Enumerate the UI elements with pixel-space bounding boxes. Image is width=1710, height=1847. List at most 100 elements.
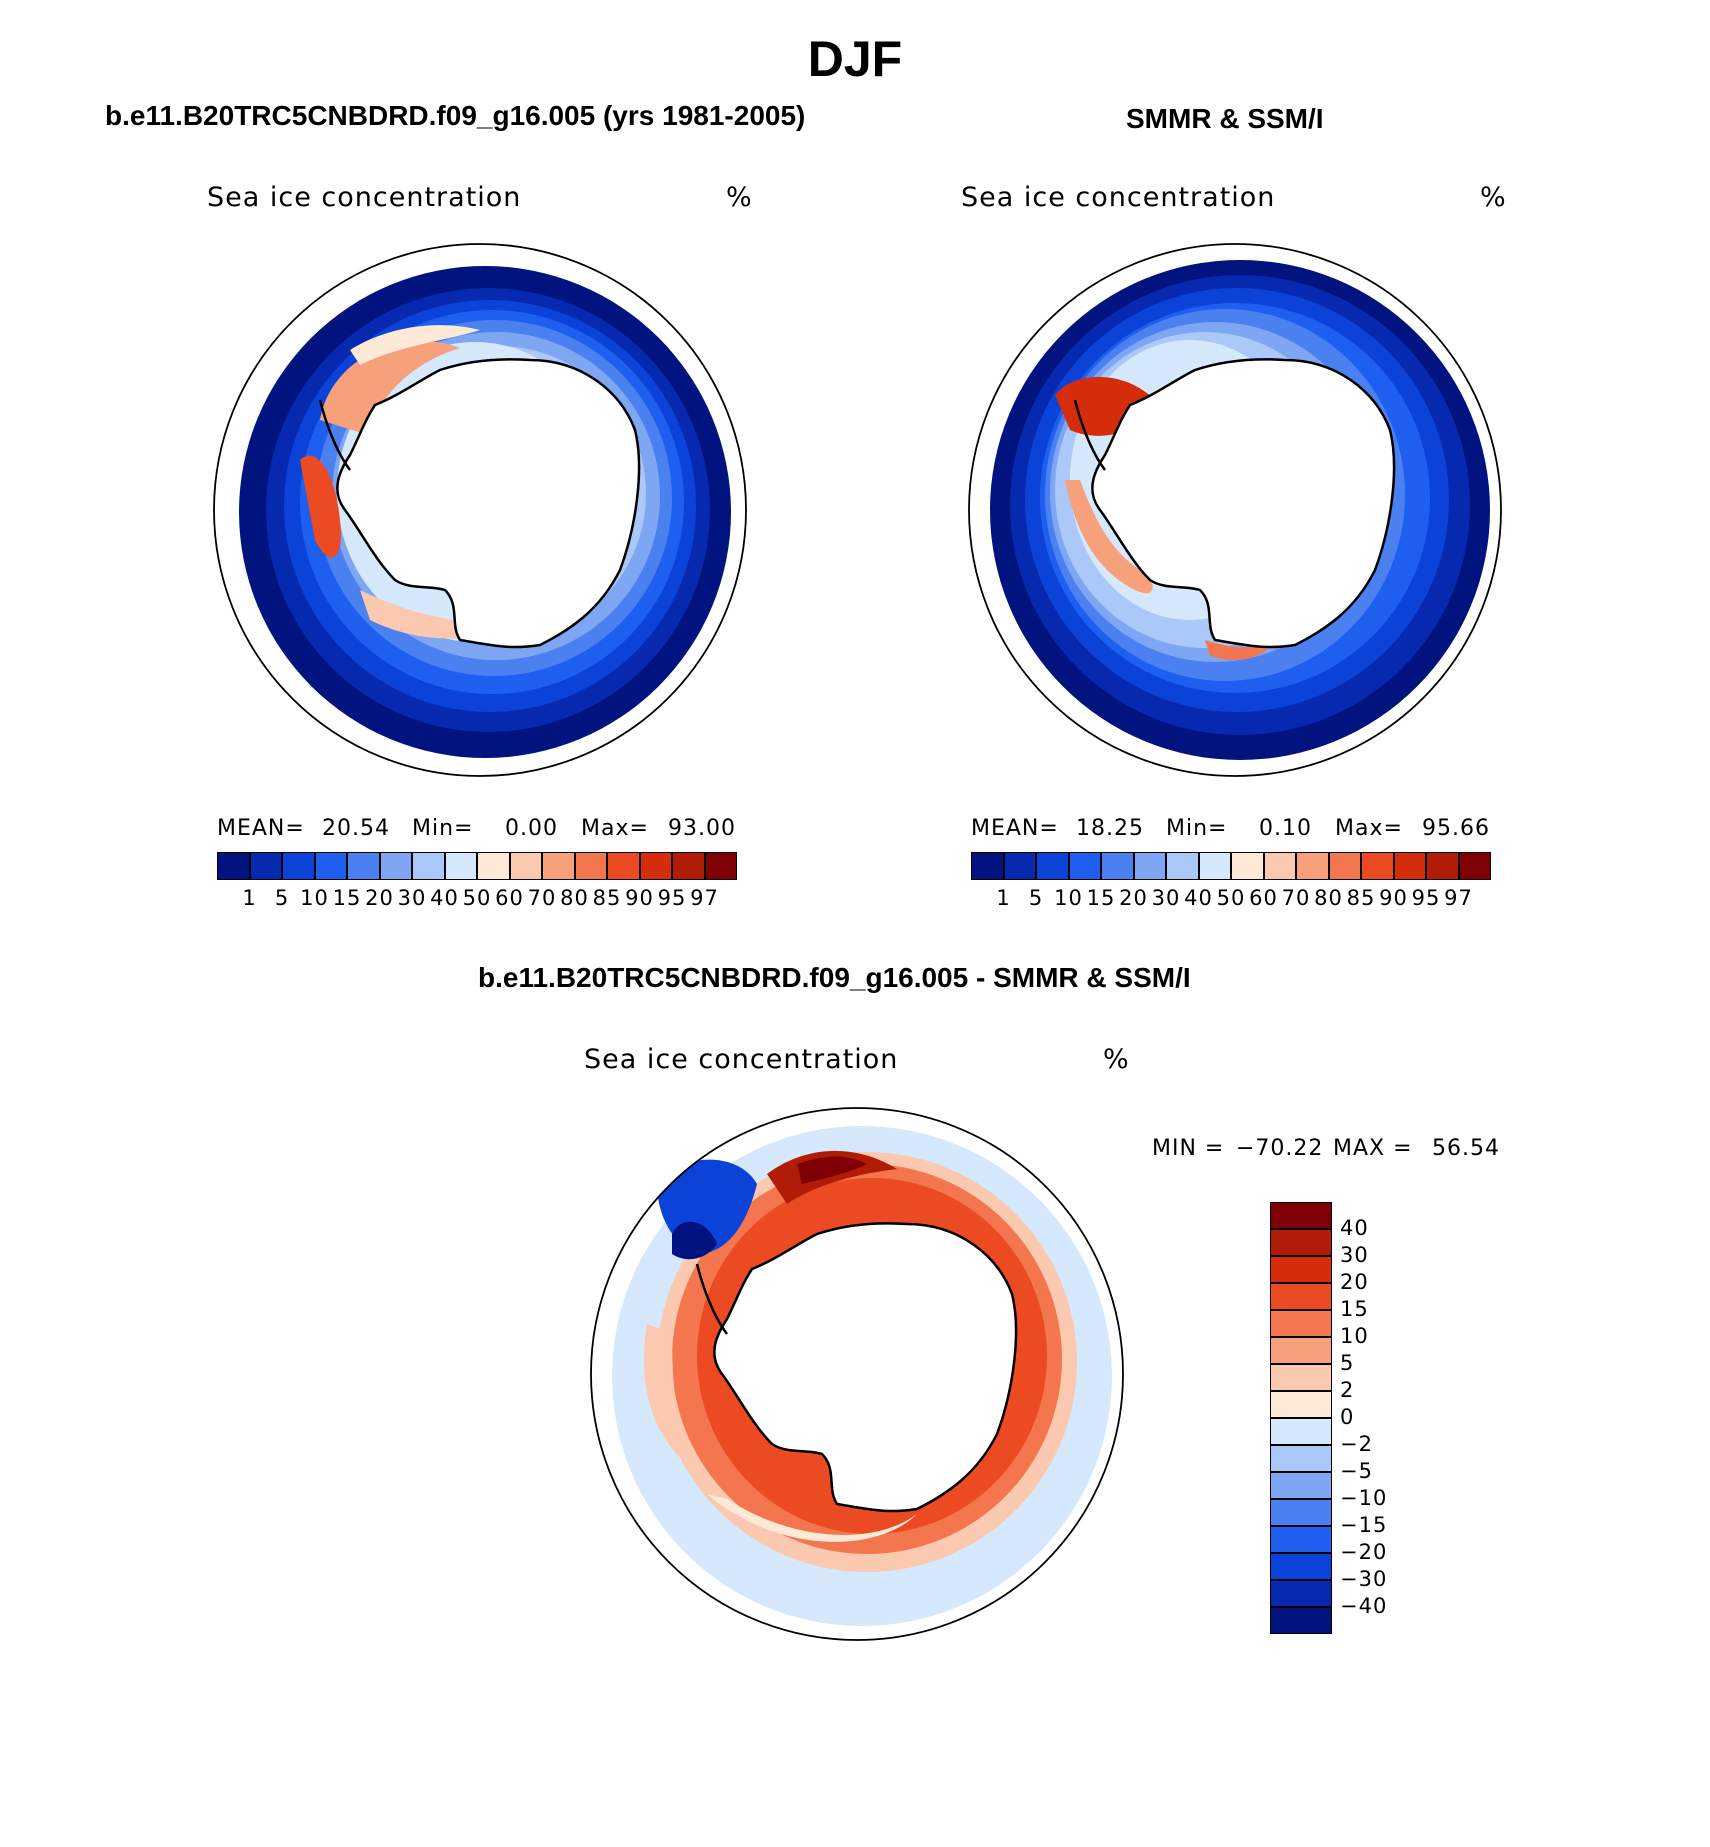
colorbar-2-swatch (1133, 852, 1166, 880)
panel-2-variable: Sea ice concentration (961, 182, 1276, 213)
colorbar-2-tick-label: 10 (1054, 886, 1083, 910)
colorbar-1-tick-label: 40 (430, 886, 459, 910)
colorbar-2-swatch (1458, 852, 1491, 880)
colorbar-3-swatch (1270, 1445, 1332, 1472)
panel-3-unit: % (1103, 1044, 1130, 1075)
colorbar-1-swatch (704, 852, 737, 880)
colorbar-2-swatch (1101, 852, 1134, 880)
colorbar-3-swatch (1270, 1580, 1332, 1607)
colorbar-1-swatch (477, 852, 510, 880)
colorbar-1-swatch (217, 852, 250, 880)
colorbar-2-swatch (1361, 852, 1394, 880)
colorbar-3-swatch (1270, 1337, 1332, 1364)
colorbar-2-tick-label: 60 (1249, 886, 1278, 910)
panel-2-min-value: 0.10 (1259, 816, 1312, 841)
panel-2-mean-value: 18.25 (1076, 816, 1144, 841)
panel-1-title: b.e11.B20TRC5CNBDRD.f09_g16.005 (yrs 198… (105, 100, 806, 131)
colorbar-3-swatch (1270, 1499, 1332, 1526)
map-panel-2 (968, 243, 1502, 777)
colorbar-3-swatch (1270, 1310, 1332, 1337)
colorbar-2-tick-label: 1 (996, 886, 1011, 910)
colorbar-3-tick-label: −15 (1340, 1513, 1388, 1537)
colorbar-2-swatch (1263, 852, 1296, 880)
colorbar-1-tick-label: 5 (274, 886, 290, 910)
colorbar-3-tick-label: −20 (1340, 1540, 1388, 1564)
colorbar-1-swatch (509, 852, 542, 880)
colorbar-1-swatch (249, 852, 282, 880)
colorbar-3-swatch (1270, 1283, 1332, 1310)
colorbar-1-tick-label: 97 (690, 886, 719, 910)
colorbar-1-swatch (412, 852, 445, 880)
panel-3-min-value: −70.22 (1236, 1136, 1324, 1161)
panel-3-min-label: MIN = (1152, 1136, 1225, 1161)
colorbar-1-tick-label: 50 (462, 886, 492, 910)
panel-2-title: SMMR & SSM/I (1126, 103, 1324, 134)
colorbar-1-swatch (282, 852, 315, 880)
colorbar-3-swatch (1270, 1472, 1332, 1499)
colorbar-1-swatch (314, 852, 347, 880)
colorbar-3-tick-label: 30 (1340, 1243, 1369, 1267)
antarctica-coastline-3 (713, 1222, 1018, 1513)
colorbar-2-swatch (1328, 852, 1361, 880)
map-panel-3 (590, 1107, 1124, 1641)
colorbar-3-tick-label: −2 (1340, 1432, 1373, 1456)
colorbar-1-swatch (542, 852, 575, 880)
colorbar-2-tick-label: 5 (1028, 886, 1044, 910)
colorbar-3-tick-label: 2 (1340, 1378, 1355, 1402)
panel-2-unit: % (1480, 182, 1507, 213)
panel-1-min-label: Min= (412, 816, 474, 841)
colorbar-1-tick-label: 60 (495, 886, 524, 910)
panel-2-mean-label: MEAN= (971, 816, 1059, 841)
panel-1-variable: Sea ice concentration (207, 182, 522, 213)
colorbar-1-tick-label: 20 (365, 886, 394, 910)
colorbar-3-swatch (1270, 1229, 1332, 1256)
colorbar-1-swatch (607, 852, 640, 880)
antarctica-coastline-1 (336, 358, 641, 649)
antarctica-coastline-2 (1091, 358, 1396, 649)
colorbar-1-tick-label: 30 (397, 886, 427, 910)
colorbar-2-tick-label: 80 (1314, 886, 1343, 910)
colorbar-2-swatch (971, 852, 1004, 880)
colorbar-3-swatch (1270, 1364, 1332, 1391)
colorbar-1-swatch (672, 852, 705, 880)
colorbar-1-swatch (379, 852, 412, 880)
panel-1-mean-label: MEAN= (217, 816, 305, 841)
panel-3-max-label: MAX = (1333, 1136, 1413, 1161)
colorbar-2-tick-label: 20 (1119, 886, 1148, 910)
colorbar-2-tick-label: 85 (1346, 886, 1376, 910)
colorbar-2-swatch (1166, 852, 1199, 880)
panel-1-mean-value: 20.54 (322, 816, 390, 841)
panel-1-max-value: 93.00 (668, 816, 736, 841)
colorbar-2-tick-label: 95 (1411, 886, 1441, 910)
colorbar-2-tick-label: 97 (1444, 886, 1473, 910)
colorbar-2-tick-label: 50 (1216, 886, 1246, 910)
map-panel-1 (213, 243, 747, 777)
colorbar-2-tick-label: 90 (1379, 886, 1408, 910)
colorbar-1-swatch (574, 852, 607, 880)
colorbar-1-tick-label: 95 (657, 886, 687, 910)
panel-1-max-label: Max= (581, 816, 649, 841)
colorbar-1-swatch (444, 852, 477, 880)
panel-1-min-value: 0.00 (505, 816, 558, 841)
colorbar-3-swatch (1270, 1202, 1332, 1229)
colorbar-2-tick-label: 70 (1281, 886, 1311, 910)
colorbar-3-swatch (1270, 1607, 1332, 1634)
colorbar-2-swatch (1036, 852, 1069, 880)
colorbar-3-tick-label: −10 (1340, 1486, 1388, 1510)
colorbar-3-swatch (1270, 1526, 1332, 1553)
panel-2-max-label: Max= (1335, 816, 1403, 841)
colorbar-2-swatch (1003, 852, 1036, 880)
colorbar-3-tick-label: −40 (1340, 1594, 1388, 1618)
colorbar-2-tick-label: 40 (1184, 886, 1213, 910)
colorbar-2-swatch (1393, 852, 1426, 880)
colorbar-2-swatch (1296, 852, 1329, 880)
colorbar-3-tick-label: 20 (1340, 1270, 1369, 1294)
colorbar-1-tick-label: 85 (592, 886, 622, 910)
colorbar-3-tick-label: 10 (1340, 1324, 1369, 1348)
colorbar-3-tick-label: 15 (1340, 1297, 1369, 1321)
colorbar-3-tick-label: −5 (1340, 1459, 1373, 1483)
colorbar-3-tick-label: 40 (1340, 1216, 1369, 1240)
colorbar-1-tick-label: 80 (560, 886, 589, 910)
colorbar-1-swatch (639, 852, 672, 880)
colorbar-3-swatch (1270, 1391, 1332, 1418)
